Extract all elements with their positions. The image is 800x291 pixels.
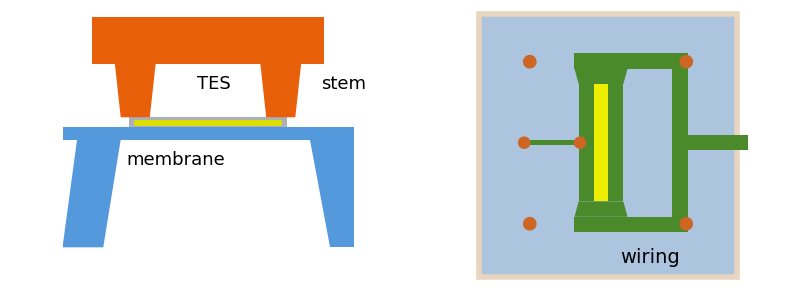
Text: stem: stem [322,75,366,93]
Polygon shape [574,201,627,217]
Bar [91,17,325,64]
Polygon shape [310,140,354,247]
Bar [62,127,354,140]
Polygon shape [115,64,156,117]
Text: TES: TES [197,75,230,93]
Circle shape [680,218,692,230]
Text: membrane: membrane [126,151,226,169]
Circle shape [518,137,530,148]
Bar [594,84,608,201]
Bar [688,135,758,150]
Text: absorber: absorber [165,31,251,50]
Circle shape [524,56,536,68]
Bar [524,140,578,145]
Circle shape [680,56,692,68]
Circle shape [574,137,586,148]
Bar [574,217,688,232]
Bar [130,117,286,127]
Bar [574,53,688,69]
Bar [578,84,594,201]
Polygon shape [62,140,121,247]
Circle shape [524,218,536,230]
Polygon shape [574,69,627,84]
Bar [134,120,282,126]
Bar [672,53,688,217]
Bar [608,84,623,201]
Polygon shape [260,64,301,117]
Text: wiring: wiring [620,248,680,267]
